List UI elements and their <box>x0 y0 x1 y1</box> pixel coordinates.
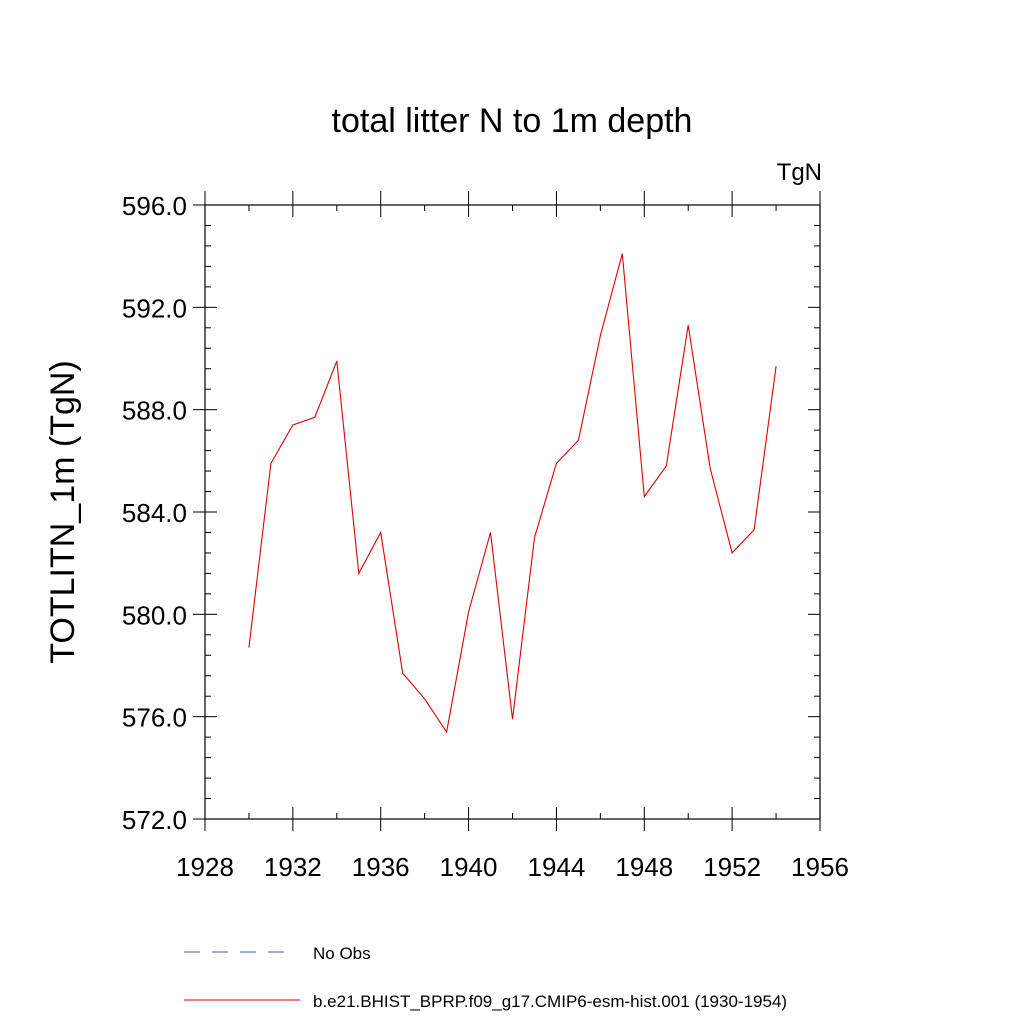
chart-title: total litter N to 1m depth <box>332 102 693 140</box>
y-tick-label: 592.0 <box>122 293 187 323</box>
units-label: TgN <box>777 159 822 186</box>
x-tick-label: 1952 <box>703 852 761 882</box>
plot-frame <box>204 204 821 820</box>
x-axis-tick-labels: 1928 1932 1936 1940 1944 1948 1952 1956 <box>176 852 849 882</box>
x-tick-label: 1928 <box>176 852 234 882</box>
x-tick-label: 1944 <box>528 852 586 882</box>
series-line <box>248 253 777 734</box>
legend-label-no-obs: No Obs <box>313 944 371 963</box>
x-tick-label: 1932 <box>264 852 322 882</box>
y-tick-label: 576.0 <box>122 703 187 733</box>
x-tick-label: 1956 <box>791 852 849 882</box>
x-tick-label: 1936 <box>352 852 410 882</box>
legend-label-model-run: b.e21.BHIST_BPRP.f09_g17.CMIP6-esm-hist.… <box>313 992 787 1011</box>
x-tick-label: 1948 <box>615 852 673 882</box>
y-axis-tick-labels: 572.0 576.0 580.0 584.0 588.0 592.0 596.0 <box>122 191 187 835</box>
y-tick-label: 596.0 <box>122 191 187 221</box>
y-axis-label: TOTLITN_1m (TgN) <box>44 360 82 664</box>
legend: No Obs b.e21.BHIST_BPRP.f09_g17.CMIP6-es… <box>184 944 787 1011</box>
x-tick-label: 1940 <box>440 852 498 882</box>
y-tick-label: 588.0 <box>122 396 187 426</box>
y-tick-label: 580.0 <box>122 600 187 630</box>
x-axis-ticks <box>204 191 821 831</box>
series-layer <box>248 253 777 734</box>
y-tick-label: 572.0 <box>122 805 187 835</box>
y-axis-ticks <box>193 204 820 820</box>
y-tick-label: 584.0 <box>122 498 187 528</box>
